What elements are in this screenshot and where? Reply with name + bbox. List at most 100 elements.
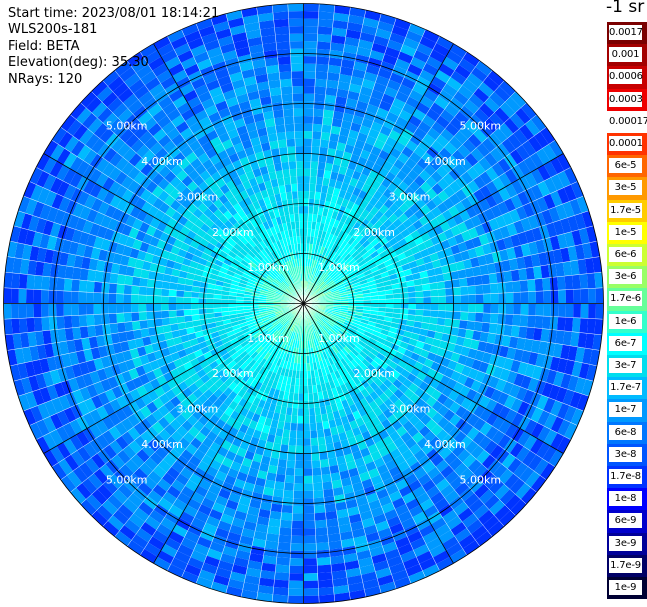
beta-cell xyxy=(298,206,304,214)
beta-cell xyxy=(557,170,571,188)
beta-cell xyxy=(288,11,304,19)
beta-cell xyxy=(353,61,368,72)
beta-cell xyxy=(86,314,95,327)
beta-cell xyxy=(460,197,473,210)
beta-cell xyxy=(325,510,338,520)
beta-cell xyxy=(350,239,359,248)
beta-cell xyxy=(381,275,391,283)
beta-cell xyxy=(489,112,505,128)
beta-cell xyxy=(467,285,476,295)
beta-cell xyxy=(504,117,520,134)
beta-cell xyxy=(63,290,72,304)
beta-cell xyxy=(488,376,500,389)
beta-cell xyxy=(314,519,328,529)
beta-cell xyxy=(481,274,490,285)
beta-cell xyxy=(450,225,462,237)
beta-cell xyxy=(458,58,476,73)
beta-cell xyxy=(425,176,438,189)
beta-cell xyxy=(516,256,526,270)
beta-cell xyxy=(309,282,314,291)
beta-cell xyxy=(413,278,423,286)
beta-cell xyxy=(318,281,325,288)
beta-cell xyxy=(589,241,600,258)
beta-cell xyxy=(318,11,335,21)
beta-cell xyxy=(3,287,12,304)
beta-cell xyxy=(292,505,304,514)
beta-cell xyxy=(278,63,292,73)
beta-cell xyxy=(317,436,326,446)
beta-cell xyxy=(407,285,416,293)
beta-cell xyxy=(325,308,333,312)
beta-cell xyxy=(108,303,117,314)
beta-cell xyxy=(310,161,319,170)
beta-cell xyxy=(545,342,556,357)
beta-cell xyxy=(377,311,386,317)
beta-cell xyxy=(326,279,334,286)
beta-cell xyxy=(303,505,315,514)
beta-cell xyxy=(540,264,550,279)
beta-cell xyxy=(315,311,323,317)
beta-cell xyxy=(346,315,355,320)
beta-cell xyxy=(446,254,456,265)
beta-cell xyxy=(341,251,349,259)
beta-cell xyxy=(442,272,452,282)
beta-cell xyxy=(370,145,382,157)
beta-cell xyxy=(420,193,432,205)
beta-cell xyxy=(343,207,352,217)
beta-cell xyxy=(428,275,437,284)
beta-cell xyxy=(462,258,473,270)
beta-cell xyxy=(472,266,482,277)
beta-cell xyxy=(396,223,407,233)
beta-cell xyxy=(462,79,479,94)
beta-cell xyxy=(498,419,512,435)
range-label: 2.00km xyxy=(212,367,254,380)
beta-cell xyxy=(291,191,298,200)
beta-cell xyxy=(440,357,451,368)
beta-cell xyxy=(319,246,325,255)
start-time: Start time: 2023/08/01 18:14:21 xyxy=(8,6,220,21)
beta-cell xyxy=(322,247,328,256)
beta-cell xyxy=(303,251,307,259)
beta-cell xyxy=(303,580,319,589)
beta-cell xyxy=(325,155,335,165)
beta-cell xyxy=(391,242,401,251)
elevation: Elevation(deg): 35.30 xyxy=(8,55,149,71)
beta-cell xyxy=(303,573,319,581)
beta-cell xyxy=(400,368,411,379)
beta-cell xyxy=(108,283,118,294)
beta-cell xyxy=(385,298,394,304)
beta-cell xyxy=(385,232,395,242)
beta-cell xyxy=(303,236,308,244)
beta-cell xyxy=(491,191,504,205)
beta-cell xyxy=(426,56,443,70)
beta-cell xyxy=(317,294,325,299)
beta-cell xyxy=(531,365,543,380)
beta-cell xyxy=(290,183,298,192)
beta-cell xyxy=(294,138,304,147)
beta-cell xyxy=(356,206,365,216)
beta-cell xyxy=(288,573,304,581)
beta-cell xyxy=(416,102,431,115)
field-name: Field: BETA xyxy=(8,38,80,54)
beta-cell xyxy=(527,315,536,328)
range-label: 2.00km xyxy=(212,226,254,239)
beta-cell xyxy=(319,282,326,289)
beta-cell xyxy=(321,315,329,322)
beta-cell xyxy=(426,330,436,339)
beta-cell xyxy=(26,303,34,319)
beta-cell xyxy=(455,260,465,271)
beta-cell xyxy=(161,296,169,304)
beta-cell xyxy=(408,23,426,37)
beta-cell xyxy=(332,291,340,296)
beta-cell xyxy=(322,208,329,217)
beta-cell xyxy=(435,134,450,148)
beta-cell xyxy=(379,13,397,26)
beta-cell xyxy=(303,78,316,87)
beta-cell xyxy=(342,51,357,62)
beta-cell xyxy=(382,241,392,251)
beta-cell xyxy=(360,262,369,270)
beta-cell xyxy=(101,292,109,304)
beta-cell xyxy=(154,280,163,289)
beta-cell xyxy=(511,164,525,180)
beta-cell xyxy=(419,69,435,83)
